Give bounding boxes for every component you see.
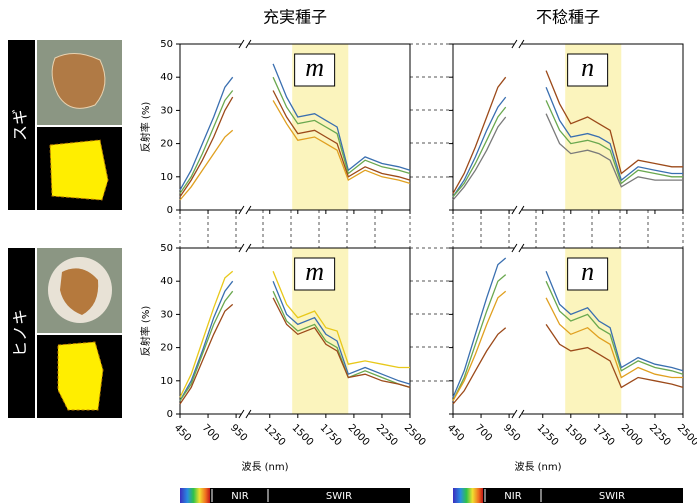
y-tick-label: 30 xyxy=(160,105,173,116)
band-bar xyxy=(180,488,410,503)
band-label: NIR xyxy=(504,491,521,502)
panel-label-box xyxy=(567,53,609,87)
band-label: SWIR xyxy=(326,491,352,502)
x-tick-label: 1750 xyxy=(318,422,344,448)
axis-break-gap xyxy=(240,412,249,416)
y-tick-label: 30 xyxy=(160,309,173,320)
axis-break-gap xyxy=(513,412,522,416)
panel-label-box xyxy=(294,53,336,87)
panel-label: n xyxy=(581,53,594,82)
x-tick-label: 450 xyxy=(445,422,466,443)
y-tick-label: 40 xyxy=(160,276,173,287)
panel-label: m xyxy=(305,53,324,82)
x-tick-label: 950 xyxy=(501,422,522,443)
axis-break xyxy=(238,409,252,419)
band-bar xyxy=(453,488,683,503)
y-tick-label: 0 xyxy=(167,205,173,216)
x-axis-label: 波長 (nm) xyxy=(514,460,561,473)
column-title: 不稔種子 xyxy=(536,8,600,27)
row-label-box xyxy=(8,248,35,418)
spectrum-line xyxy=(179,100,411,201)
spectrum-line xyxy=(452,324,684,405)
axis-break xyxy=(511,409,525,419)
y-tick-label: 50 xyxy=(160,243,173,254)
x-tick-label: 1500 xyxy=(290,422,316,448)
row-label: スギ xyxy=(11,109,30,141)
panel-label-box xyxy=(567,257,609,291)
y-tick-label: 10 xyxy=(160,376,173,387)
x-tick-label: 1250 xyxy=(535,422,561,448)
spectrum-line xyxy=(179,280,411,402)
seed xyxy=(51,53,106,109)
spectrum-line xyxy=(179,270,410,398)
y-tick-label: 10 xyxy=(160,172,173,183)
x-tick-label: 700 xyxy=(200,422,221,443)
spectrum-line xyxy=(452,86,683,198)
panel-label: m xyxy=(305,257,324,286)
band-label: SWIR xyxy=(599,491,625,502)
x-tick-label: 950 xyxy=(228,422,249,443)
spectrum-line xyxy=(179,63,411,191)
row-label: ヒノキ xyxy=(11,309,30,357)
spectrum-line xyxy=(452,113,683,201)
panel-label-box xyxy=(294,257,336,291)
y-axis-label: 反射率 (%) xyxy=(139,306,152,357)
panel-label: n xyxy=(581,257,594,286)
plot-frame xyxy=(179,247,411,415)
spectrum-line xyxy=(452,290,683,402)
spectrum-line xyxy=(179,290,411,402)
column-title: 充実種子 xyxy=(263,8,327,27)
x-tick-label: 2500 xyxy=(675,422,697,448)
x-tick-label: 1500 xyxy=(563,422,589,448)
x-tick-label: 2500 xyxy=(402,422,428,448)
x-tick-label: 700 xyxy=(473,422,494,443)
axis-break-gap xyxy=(240,246,249,250)
axis-break-gap xyxy=(240,208,249,212)
axis-break-gap xyxy=(513,208,522,212)
visible-spectrum xyxy=(180,488,210,503)
visible-spectrum xyxy=(453,488,483,503)
spectrum-line xyxy=(452,100,683,198)
row-label-box xyxy=(8,40,35,210)
spectrum-line xyxy=(179,76,411,194)
axis-break-gap xyxy=(513,246,522,250)
y-tick-label: 0 xyxy=(167,409,173,420)
plot-frame xyxy=(452,247,684,415)
x-tick-label: 2000 xyxy=(346,422,372,448)
axis-break xyxy=(238,39,252,49)
axis-break xyxy=(511,39,525,49)
seed xyxy=(60,268,99,315)
mask-shape xyxy=(57,341,104,411)
spectrum-line xyxy=(452,70,683,194)
spectrum-line xyxy=(452,274,684,401)
y-tick-label: 20 xyxy=(160,139,173,150)
x-axis-label: 波長 (nm) xyxy=(241,460,288,473)
mask-shape xyxy=(49,139,109,201)
x-tick-label: 1250 xyxy=(262,422,288,448)
y-axis-label: 反射率 (%) xyxy=(139,102,152,153)
y-tick-label: 40 xyxy=(160,72,173,83)
x-tick-label: 2250 xyxy=(647,422,673,448)
axis-break xyxy=(238,205,252,215)
spectrum-line xyxy=(179,90,411,198)
plot-frame xyxy=(179,43,411,211)
axis-break xyxy=(238,243,252,253)
spectrum-line xyxy=(452,257,684,398)
x-tick-label: 2000 xyxy=(619,422,645,448)
x-tick-label: 450 xyxy=(172,422,193,443)
spectrum-line xyxy=(179,297,411,405)
x-tick-label: 2250 xyxy=(374,422,400,448)
axis-break-gap xyxy=(513,42,522,46)
band-label: NIR xyxy=(231,491,248,502)
axis-break-gap xyxy=(240,42,249,46)
y-tick-label: 50 xyxy=(160,39,173,50)
x-tick-label: 1750 xyxy=(591,422,617,448)
axis-break xyxy=(511,205,525,215)
y-tick-label: 20 xyxy=(160,343,173,354)
axis-break xyxy=(511,243,525,253)
plot-frame xyxy=(452,43,684,211)
